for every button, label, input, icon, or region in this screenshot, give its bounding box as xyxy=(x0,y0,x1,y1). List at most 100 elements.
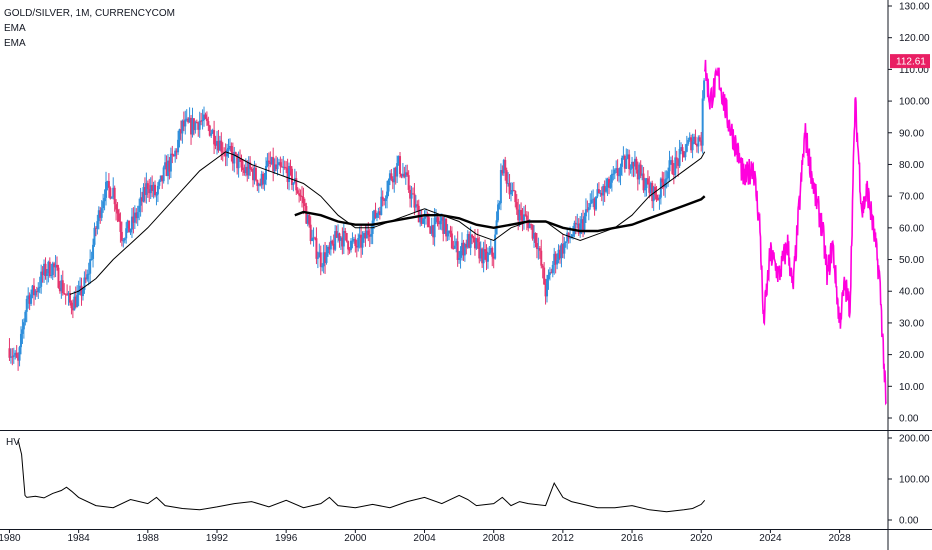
candle-body xyxy=(292,182,295,185)
candle xyxy=(270,156,273,166)
candle xyxy=(194,120,197,134)
candle-body xyxy=(571,234,574,237)
candle-body xyxy=(325,253,328,263)
candle-body xyxy=(217,140,220,151)
candle xyxy=(445,218,448,242)
candle-body xyxy=(326,246,329,254)
candle xyxy=(633,151,636,177)
candle xyxy=(509,182,512,202)
candle xyxy=(560,242,563,268)
candle xyxy=(123,237,126,244)
candle-body xyxy=(329,240,332,250)
candle-body xyxy=(576,223,579,225)
candle xyxy=(243,164,246,176)
candle-body xyxy=(249,162,252,169)
last-price-label: 112.61 xyxy=(896,57,926,68)
candle xyxy=(605,177,608,194)
candle-body xyxy=(28,295,31,304)
candle xyxy=(589,193,592,210)
candle-body xyxy=(149,185,152,194)
candle xyxy=(514,190,517,208)
candle xyxy=(616,159,619,182)
candle xyxy=(296,187,299,195)
candle xyxy=(211,128,214,135)
candle xyxy=(430,217,433,236)
candle-body xyxy=(56,264,59,268)
candle xyxy=(631,156,634,177)
candle xyxy=(159,175,162,182)
candle xyxy=(41,266,44,283)
last-price-badge-bg xyxy=(890,54,930,69)
candle-body xyxy=(151,185,154,191)
candle xyxy=(373,209,376,229)
candle-body xyxy=(641,173,644,176)
y-tick-label: 110.00 xyxy=(899,65,929,76)
candle-body xyxy=(497,204,500,221)
candle xyxy=(161,175,164,189)
candle xyxy=(685,135,688,153)
candle xyxy=(652,185,655,211)
candle xyxy=(497,199,500,223)
candle-body xyxy=(535,242,538,249)
candle-body xyxy=(605,187,608,192)
candle xyxy=(508,173,511,199)
candle xyxy=(554,251,557,274)
candle-body xyxy=(546,279,549,297)
candle xyxy=(214,135,217,150)
candle-body xyxy=(81,289,84,297)
candle-body xyxy=(486,253,489,262)
candle xyxy=(458,251,461,264)
candle-body xyxy=(311,238,314,242)
candle-body xyxy=(387,180,390,192)
candle xyxy=(698,135,701,142)
candle xyxy=(141,191,144,213)
candle xyxy=(352,236,355,244)
candle xyxy=(540,239,543,269)
candle-body xyxy=(76,295,79,308)
candle-body xyxy=(603,185,606,192)
candle-body xyxy=(30,294,33,304)
candle xyxy=(77,280,80,307)
candle xyxy=(622,146,625,160)
candle xyxy=(66,284,69,296)
candle-body xyxy=(635,158,638,170)
candle-body xyxy=(569,237,572,239)
candle-body xyxy=(450,233,453,249)
legend-ema-fast: EMA xyxy=(4,23,26,34)
candle-body xyxy=(618,175,621,177)
candle xyxy=(453,235,456,249)
candle-body xyxy=(172,154,175,157)
candle-body xyxy=(74,296,77,308)
candle xyxy=(672,163,675,185)
candle xyxy=(25,295,28,323)
x-tick-label: 1992 xyxy=(206,533,229,544)
candle xyxy=(436,216,439,227)
candle xyxy=(60,274,63,299)
candle-body xyxy=(61,280,64,294)
candle xyxy=(217,129,220,153)
candle xyxy=(178,128,181,148)
candle-body xyxy=(110,197,113,199)
candle xyxy=(571,225,574,240)
candle-body xyxy=(566,232,569,242)
candle xyxy=(40,264,43,294)
candle-body xyxy=(590,199,593,204)
candle-body xyxy=(348,249,351,251)
candle xyxy=(628,149,631,176)
x-tick-label: 2020 xyxy=(690,533,713,544)
candle xyxy=(471,233,474,245)
candle-body xyxy=(522,214,525,221)
candle xyxy=(586,200,589,213)
projection-line xyxy=(703,59,887,406)
candle-body xyxy=(128,220,131,233)
candle-body xyxy=(524,214,527,216)
candle xyxy=(57,264,60,289)
candle-body xyxy=(583,216,586,230)
hv-tick-label: 100.00 xyxy=(899,475,930,486)
candle-body xyxy=(260,173,263,186)
candle xyxy=(285,161,288,174)
hv-y-axis: 0.00 100.00 200.00 xyxy=(888,434,930,527)
legend-ema-slow: EMA xyxy=(4,38,26,49)
candle xyxy=(423,210,426,228)
